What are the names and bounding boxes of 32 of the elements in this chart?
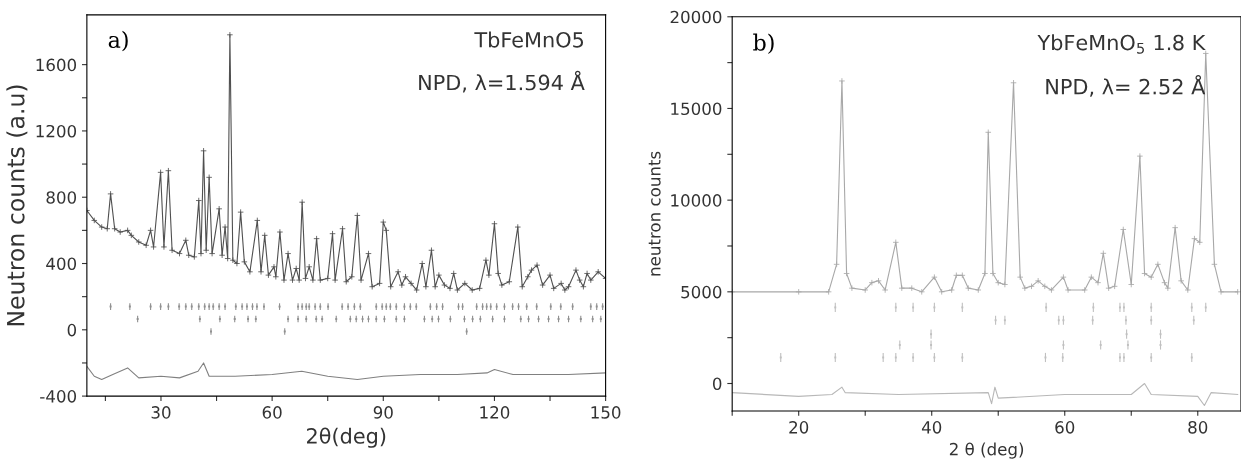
- y-tick-label: 15000: [671, 102, 722, 116]
- y-tick-label: 20000: [670, 10, 722, 24]
- x-tick-label: 120: [480, 406, 510, 419]
- x-tick-label: 80: [1188, 421, 1208, 434]
- y-tick-label: 5000: [681, 285, 722, 299]
- y-tick-label: 400: [46, 257, 77, 271]
- x-tick-label: 90: [373, 406, 393, 419]
- x-tick-label: 60: [262, 406, 282, 419]
- y-tick-label: 0: [712, 377, 722, 391]
- y-tick-label: -400: [40, 390, 77, 403]
- annotation: NPD, λ= 2.52 Å: [1046, 74, 1206, 97]
- x-tick-label: 40: [921, 421, 942, 434]
- annotation: YbFeMnO$_{5}$ 1.8 K: [1037, 34, 1206, 54]
- annotation: TbFeMnO5: [474, 31, 584, 48]
- x-tick-label: 30: [151, 406, 171, 419]
- y-tick-label: 10000: [671, 194, 722, 207]
- line-series: [86, 362, 606, 381]
- x-axis-title: 2θ(deg): [307, 427, 386, 448]
- y-tick-label: 0: [67, 323, 77, 337]
- annotation: NPD, λ=1.594 Å: [419, 70, 585, 93]
- x-axis-title: 2 θ (deg): [949, 442, 1024, 459]
- x-tick-label: 60: [1055, 421, 1075, 434]
- x-tick-label: 150: [591, 406, 621, 419]
- line-series: [732, 382, 1239, 407]
- annotation: a): [108, 30, 128, 52]
- annotation: b): [753, 33, 774, 54]
- y-tick-label: 800: [46, 191, 77, 204]
- x-tick-label: 20: [789, 421, 809, 434]
- y-tick-label: 1200: [36, 124, 77, 138]
- y-axis-title: neutron counts: [648, 151, 661, 276]
- y-axis-title: Neutron counts (a.u): [6, 85, 28, 326]
- y-tick-label: 1600: [36, 58, 77, 72]
